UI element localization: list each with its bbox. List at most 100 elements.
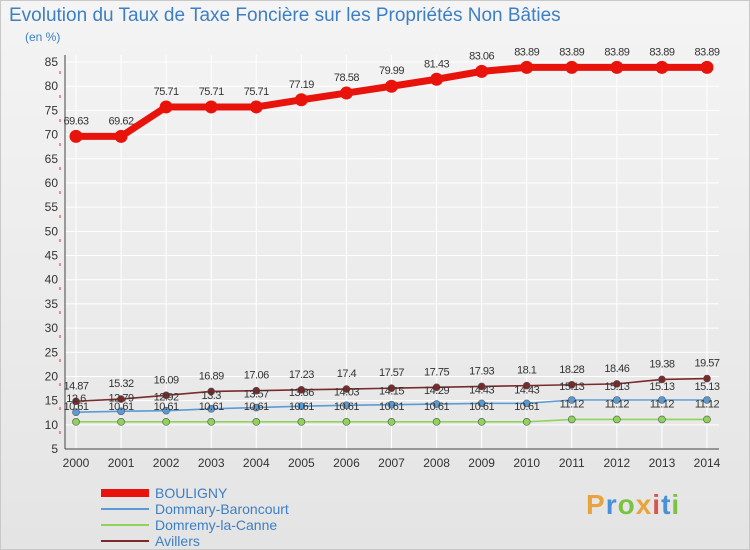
data-label: 10.61 [109,401,134,413]
data-point-domremy-la-canne [252,418,261,426]
data-label: 11.12 [695,398,720,410]
data-point-domremy-la-canne [477,418,486,426]
data-point-bouligny [339,86,353,100]
y-tick-label: 10 [45,418,59,432]
data-label: 16.09 [154,374,179,386]
legend-label-dommary-baroncourt: Dommary-Baroncourt [155,501,289,517]
data-point-domremy-la-canne [117,418,125,426]
data-label: 14.43 [469,384,494,396]
data-point-domremy-la-canne [72,418,80,426]
x-tick-label: 2004 [243,456,270,470]
data-point-avillers [72,397,80,406]
data-point-avillers [432,383,441,392]
legend-item-bouligny[interactable]: BOULIGNY [101,485,289,501]
data-point-bouligny [655,60,669,74]
data-label: 10.61 [154,401,179,413]
x-tick-label: 2014 [694,456,721,470]
legend-swatch-dommary-baroncourt [101,508,149,510]
data-label: 10.61 [424,401,449,413]
data-label: 18.1 [517,365,537,377]
y-tick-label: 15 [45,394,59,408]
data-point-avillers [387,384,396,392]
data-label: 10.61 [514,401,539,413]
y-tick-label: 25 [45,345,59,359]
data-label: 15.13 [649,381,674,393]
data-point-avillers [522,381,531,390]
data-point-domremy-la-canne [567,415,576,424]
x-tick-label: 2012 [604,456,631,470]
x-tick-label: 2013 [649,456,676,470]
y-tick-label: 65 [45,152,59,166]
y-tick-label: 85 [45,55,59,69]
data-point-bouligny [610,60,624,74]
data-label: 10.61 [289,401,314,413]
data-label: 16.89 [199,370,224,382]
logo-letter: i [671,489,681,520]
data-label: 79.99 [379,65,404,77]
data-label: 12.92 [154,392,179,404]
y-tick-label: 75 [45,103,59,117]
data-point-bouligny [385,79,398,93]
data-point-bouligny [475,64,489,78]
legend-item-domremy-la-canne[interactable]: Domremy-la-Canne [101,517,289,533]
data-point-avillers [658,375,666,384]
axes [59,55,719,450]
data-point-dommary-baroncourt [658,396,666,404]
data-point-bouligny [249,100,263,114]
data-point-dommary-baroncourt [207,405,216,413]
data-label: 83.89 [559,46,584,58]
data-label: 78.58 [334,72,359,84]
data-label: 69.63 [63,115,88,127]
y-tick-label: 40 [45,273,59,287]
data-point-avillers [117,395,125,403]
data-point-domremy-la-canne [207,418,216,426]
legend-item-avillers[interactable]: Avillers [101,533,289,549]
data-point-dommary-baroncourt [703,396,711,404]
data-point-bouligny [565,60,579,74]
data-point-dommary-baroncourt [432,400,441,408]
data-label: 17.57 [379,367,404,379]
y-tick-labels: 5 10 15 20 25 30 35 40 45 50 55 60 65 70 75 80 85 [45,55,59,456]
data-point-avillers [162,391,170,400]
data-label: 10.61 [63,401,88,413]
data-point-domremy-la-canne [522,418,531,426]
logo-letter: x [635,489,653,520]
legend-label-avillers: Avillers [155,533,200,549]
x-tick-label: 2003 [198,456,225,470]
legend: BOULIGNY Dommary-Baroncourt Domremy-la-C… [101,485,289,549]
legend-swatch-avillers [101,540,149,542]
data-label: 77.19 [289,79,314,91]
data-point-dommary-baroncourt [567,396,576,404]
data-label: 13.3 [202,390,222,402]
data-point-domremy-la-canne [613,415,621,424]
data-label: 15.13 [604,381,629,393]
data-point-dommary-baroncourt [252,403,261,412]
data-label: 11.12 [560,398,585,410]
logo-letter: o [617,489,636,520]
legend-swatch-domremy-la-canne [101,524,149,526]
data-label: 15.13 [559,381,584,393]
data-label: 14.03 [334,386,359,398]
data-label: 18.46 [604,363,629,375]
data-label: 13.86 [289,387,314,399]
x-tick-label: 2011 [559,456,585,470]
data-point-bouligny [204,100,218,114]
data-point-avillers [252,386,261,395]
y-tick-label: 45 [45,249,59,263]
data-label: 19.57 [694,358,719,370]
data-label: 83.89 [514,46,539,58]
data-labels: 69.63 69.62 75.71 75.71 75.71 77.19 78.58 79.99… [63,46,720,413]
x-tick-label: 2006 [333,456,360,470]
data-point-avillers [477,382,486,391]
legend-item-dommary-baroncourt[interactable]: Dommary-Baroncourt [101,501,289,517]
logo-letter: i [652,489,662,520]
data-label: 18.28 [559,364,584,376]
data-label: 10.61 [244,401,269,413]
data-label: 69.62 [109,115,134,127]
data-point-domremy-la-canne [703,415,711,424]
data-label: 75.71 [244,86,269,98]
logo-letter: P [586,489,606,520]
data-label: 15.32 [109,378,134,390]
